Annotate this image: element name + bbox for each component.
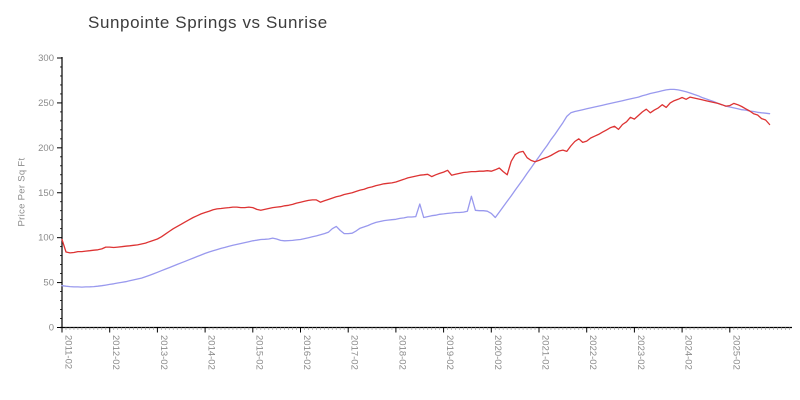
x-tick-label: 2019-02	[444, 335, 455, 370]
x-tick-labels: 2011-02 2012-02 2013-02 2014-02 2015-02 2016-…	[63, 335, 742, 370]
x-tick-label: 2021-02	[540, 335, 551, 370]
x-tick-label: 2024-02	[683, 335, 694, 370]
y-tick-labels: 0 50 100 150 200 250 300	[38, 53, 54, 334]
x-tick-label: 2014-02	[206, 335, 217, 370]
x-tick-label: 2023-02	[635, 335, 646, 370]
series-line-sunrise	[61, 88, 771, 288]
x-tick-label: 2017-02	[349, 335, 360, 370]
x-tick-label: 2018-02	[396, 335, 407, 370]
x-tick-label: 2015-02	[253, 335, 264, 370]
y-tick-label: 250	[38, 98, 54, 109]
x-tick-label: 2025-02	[730, 335, 741, 370]
x-tick-label: 2020-02	[492, 335, 503, 370]
x-tick-label: 2016-02	[301, 335, 312, 370]
x-tick-label: 2022-02	[587, 335, 598, 370]
y-tick-label: 200	[38, 143, 54, 154]
y-tick-label: 100	[38, 233, 54, 244]
y-tick-label: 0	[49, 323, 54, 334]
y-tick-label: 50	[43, 278, 54, 289]
x-tick-label: 2012-02	[110, 335, 121, 370]
chart-title: Sunpointe Springs vs Sunrise	[88, 13, 328, 32]
y-tick-label: 300	[38, 53, 54, 64]
x-tick-label: 2011-02	[63, 335, 74, 369]
y-axis-ticks	[57, 57, 62, 328]
x-tick-label: 2013-02	[158, 335, 169, 370]
x-axis-ticks	[61, 327, 790, 333]
y-tick-label: 150	[38, 188, 54, 199]
series-line-sunpointe-springs	[61, 96, 771, 254]
